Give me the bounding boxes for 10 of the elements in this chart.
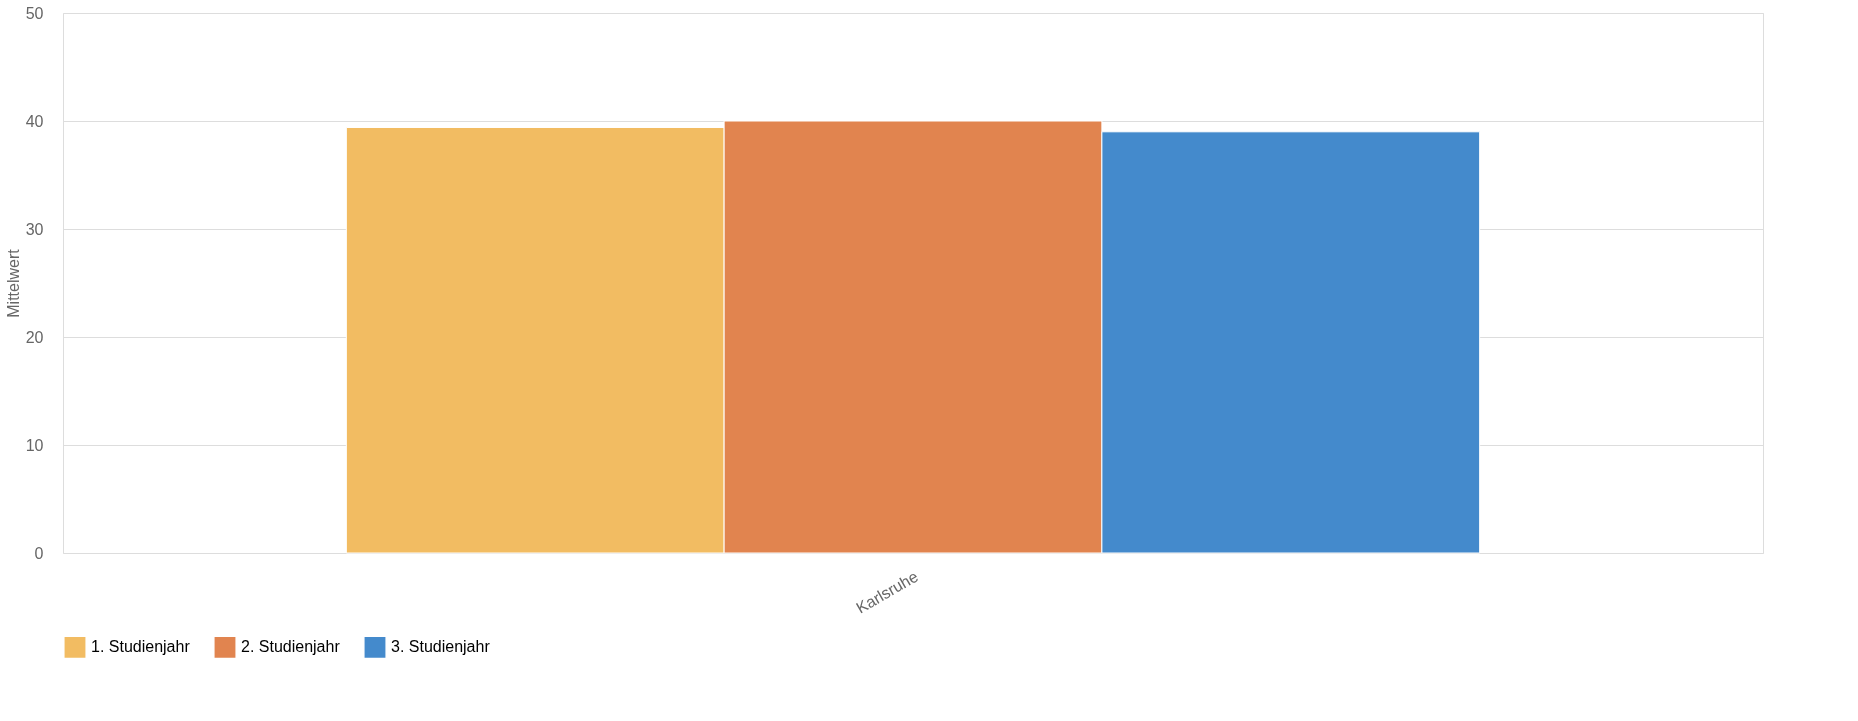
- y-tick-label: 10: [25, 436, 44, 454]
- legend-label: 1. Studienjahr: [91, 638, 191, 656]
- legend-label: 2. Studienjahr: [241, 638, 341, 656]
- y-axis-title: Mittelwert: [4, 248, 22, 318]
- y-tick-label: 40: [25, 112, 44, 130]
- legend-label: 3. Studienjahr: [391, 638, 491, 656]
- y-tick-label: 50: [25, 4, 44, 22]
- y-tick-label: 30: [25, 220, 44, 238]
- y-tick-label: 0: [34, 544, 44, 562]
- y-tick-label: 20: [25, 328, 44, 346]
